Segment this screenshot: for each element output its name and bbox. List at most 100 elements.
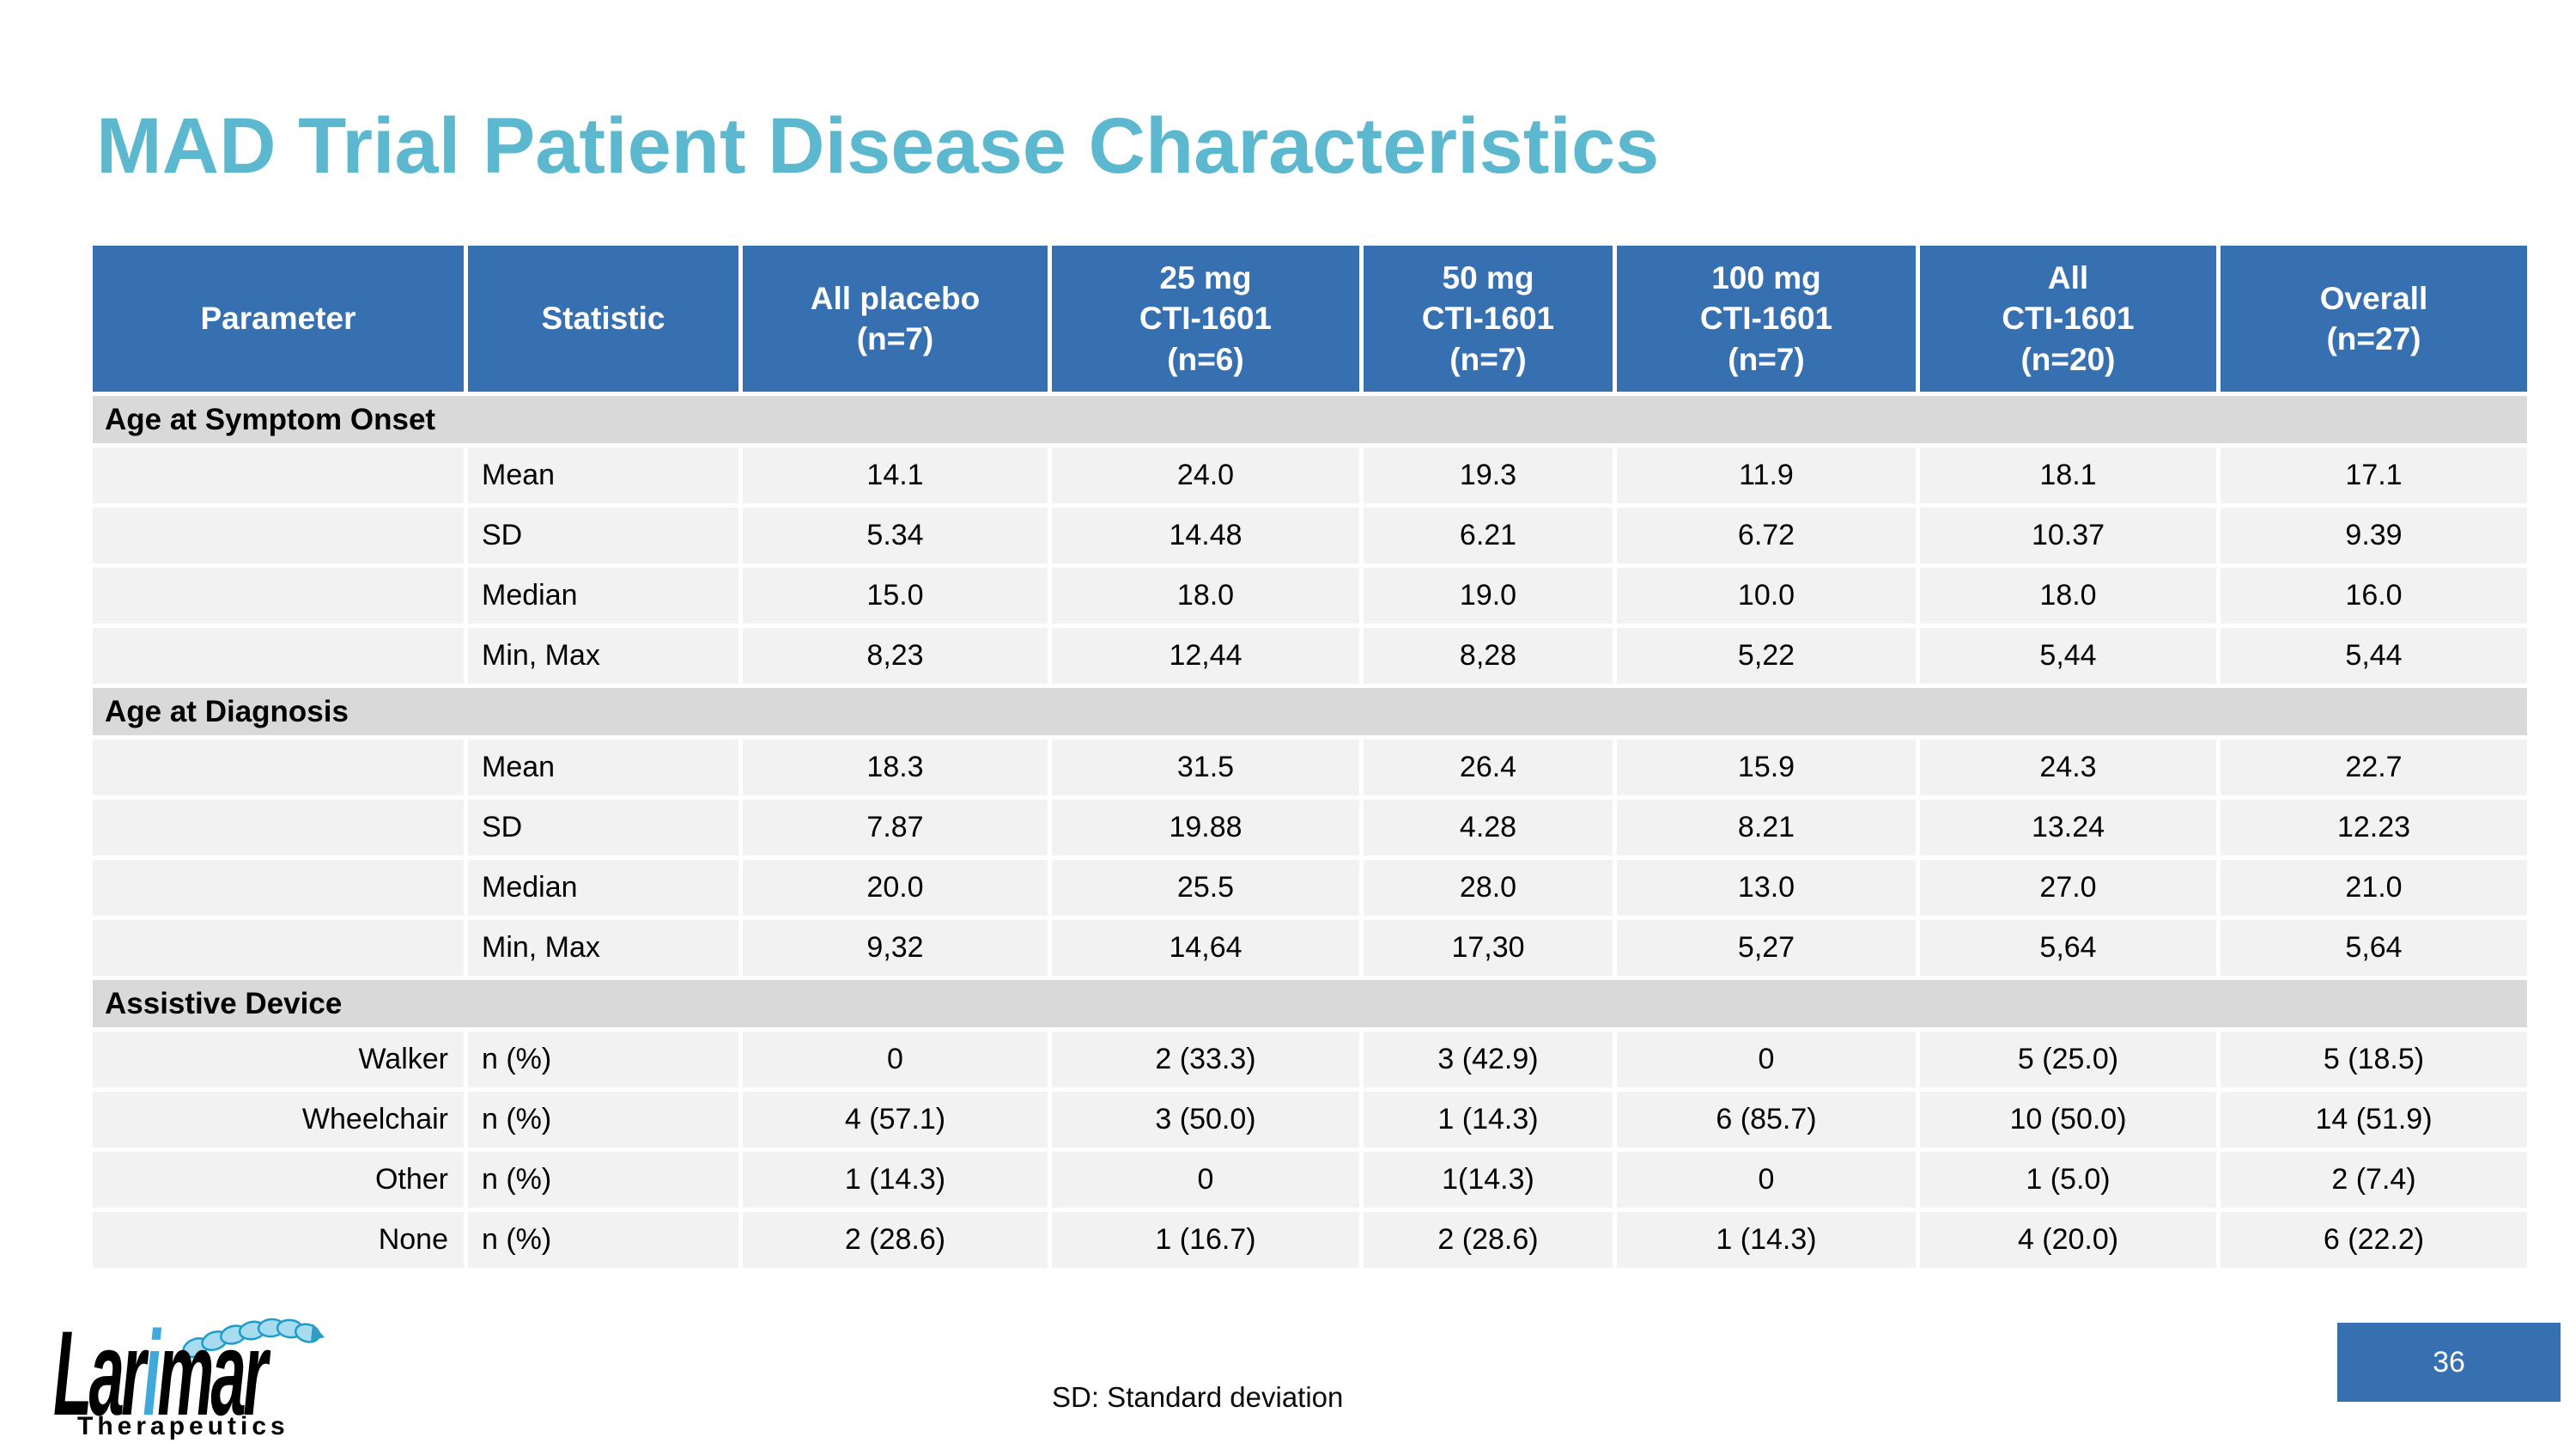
logo-text-prefix: Lar (53, 1306, 146, 1440)
table-row: Wheelchair n (%) 4 (57.1) 3 (50.0) 1 (14… (93, 1092, 2527, 1148)
value-cell: 20.0 (743, 860, 1048, 916)
value-cell: 9,32 (743, 920, 1048, 976)
value-cell: 6.21 (1364, 508, 1613, 563)
column-header-placebo: All placebo (n=7) (743, 246, 1048, 392)
value-cell: 18.0 (1052, 568, 1359, 624)
value-cell: 24.3 (1920, 740, 2216, 795)
table-row: SD 5.34 14.48 6.21 6.72 10.37 9.39 (93, 508, 2527, 563)
value-cell: 6 (22.2) (2221, 1212, 2527, 1268)
value-cell: 0 (743, 1032, 1048, 1087)
section-header: Age at Diagnosis (93, 688, 2527, 735)
value-cell: 1 (16.7) (1052, 1212, 1359, 1268)
value-cell: 5 (25.0) (1920, 1032, 2216, 1087)
page-number-badge: 36 (2337, 1323, 2561, 1402)
table-row: Min, Max 9,32 14,64 17,30 5,27 5,64 5,64 (93, 920, 2527, 976)
param-cell (93, 920, 464, 976)
column-header-50mg: 50 mg CTI-1601 (n=7) (1364, 246, 1613, 392)
value-cell: 17.1 (2221, 447, 2527, 503)
table-row: Median 20.0 25.5 28.0 13.0 27.0 21.0 (93, 860, 2527, 916)
value-cell: 9.39 (2221, 508, 2527, 563)
section-header: Age at Symptom Onset (93, 396, 2527, 443)
value-cell: 18.1 (1920, 447, 2216, 503)
value-cell: 3 (42.9) (1364, 1032, 1613, 1087)
column-header-parameter: Parameter (93, 246, 464, 392)
value-cell: 14.1 (743, 447, 1048, 503)
value-cell: 4 (20.0) (1920, 1212, 2216, 1268)
section-header: Assistive Device (93, 980, 2527, 1027)
value-cell: 0 (1617, 1032, 1916, 1087)
value-cell: 5 (18.5) (2221, 1032, 2527, 1087)
value-cell: 17,30 (1364, 920, 1613, 976)
logo-text-suffix: mar (157, 1306, 268, 1440)
param-cell (93, 800, 464, 855)
table-row: Min, Max 8,23 12,44 8,28 5,22 5,44 5,44 (93, 628, 2527, 684)
value-cell: 6 (85.7) (1617, 1092, 1916, 1148)
value-cell: 0 (1617, 1152, 1916, 1208)
value-cell: 1 (14.3) (743, 1152, 1048, 1208)
footnote: SD: Standard deviation (1052, 1381, 1344, 1413)
table-row: SD 7.87 19.88 4.28 8.21 13.24 12.23 (93, 800, 2527, 855)
patient-characteristics-table: Parameter Statistic All placebo (n=7) 25… (88, 241, 2531, 1272)
column-header-all-cti: All CTI-1601 (n=20) (1920, 246, 2216, 392)
value-cell: 8,23 (743, 628, 1048, 684)
value-cell: 5,64 (1920, 920, 2216, 976)
larimar-logo: Larimar Therapeutics (53, 1308, 586, 1446)
value-cell: 1(14.3) (1364, 1152, 1613, 1208)
value-cell: 16.0 (2221, 568, 2527, 624)
value-cell: 10.0 (1617, 568, 1916, 624)
param-cell (93, 628, 464, 684)
value-cell: 19.0 (1364, 568, 1613, 624)
value-cell: 28.0 (1364, 860, 1613, 916)
section-row: Assistive Device (93, 980, 2527, 1027)
value-cell: 25.5 (1052, 860, 1359, 916)
value-cell: 2 (7.4) (2221, 1152, 2527, 1208)
stat-cell: n (%) (468, 1212, 738, 1268)
value-cell: 8.21 (1617, 800, 1916, 855)
page-number: 36 (2433, 1345, 2465, 1379)
param-cell (93, 568, 464, 624)
value-cell: 1 (5.0) (1920, 1152, 2216, 1208)
protein-helix-icon (178, 1318, 325, 1362)
stat-cell: Mean (468, 740, 738, 795)
value-cell: 3 (50.0) (1052, 1092, 1359, 1148)
value-cell: 24.0 (1052, 447, 1359, 503)
value-cell: 14 (51.9) (2221, 1092, 2527, 1148)
value-cell: 26.4 (1364, 740, 1613, 795)
column-header-overall: Overall (n=27) (2221, 246, 2527, 392)
value-cell: 12.23 (2221, 800, 2527, 855)
value-cell: 2 (28.6) (743, 1212, 1048, 1268)
value-cell: 2 (33.3) (1052, 1032, 1359, 1087)
logo-text-accent: i (143, 1306, 161, 1440)
value-cell: 19.88 (1052, 800, 1359, 855)
stat-cell: Median (468, 568, 738, 624)
logo-subtitle: Therapeutics (77, 1412, 289, 1440)
table-row: Walker n (%) 0 2 (33.3) 3 (42.9) 0 5 (25… (93, 1032, 2527, 1087)
value-cell: 5,44 (2221, 628, 2527, 684)
value-cell: 8,28 (1364, 628, 1613, 684)
value-cell: 13.24 (1920, 800, 2216, 855)
value-cell: 4 (57.1) (743, 1092, 1048, 1148)
page-title: MAD Trial Patient Disease Characteristic… (96, 102, 1660, 190)
table-header-row: Parameter Statistic All placebo (n=7) 25… (93, 246, 2527, 392)
column-header-25mg: 25 mg CTI-1601 (n=6) (1052, 246, 1359, 392)
value-cell: 6.72 (1617, 508, 1916, 563)
stat-cell: Median (468, 860, 738, 916)
section-row: Age at Diagnosis (93, 688, 2527, 735)
value-cell: 0 (1052, 1152, 1359, 1208)
table-row: Mean 14.1 24.0 19.3 11.9 18.1 17.1 (93, 447, 2527, 503)
value-cell: 10.37 (1920, 508, 2216, 563)
value-cell: 21.0 (2221, 860, 2527, 916)
value-cell: 5,27 (1617, 920, 1916, 976)
value-cell: 12,44 (1052, 628, 1359, 684)
column-header-statistic: Statistic (468, 246, 738, 392)
stat-cell: Mean (468, 447, 738, 503)
param-cell: Other (93, 1152, 464, 1208)
value-cell: 22.7 (2221, 740, 2527, 795)
value-cell: 18.3 (743, 740, 1048, 795)
value-cell: 1 (14.3) (1617, 1212, 1916, 1268)
value-cell: 31.5 (1052, 740, 1359, 795)
value-cell: 10 (50.0) (1920, 1092, 2216, 1148)
value-cell: 5,64 (2221, 920, 2527, 976)
logo-wordmark: Larimar (53, 1313, 268, 1434)
value-cell: 15.9 (1617, 740, 1916, 795)
